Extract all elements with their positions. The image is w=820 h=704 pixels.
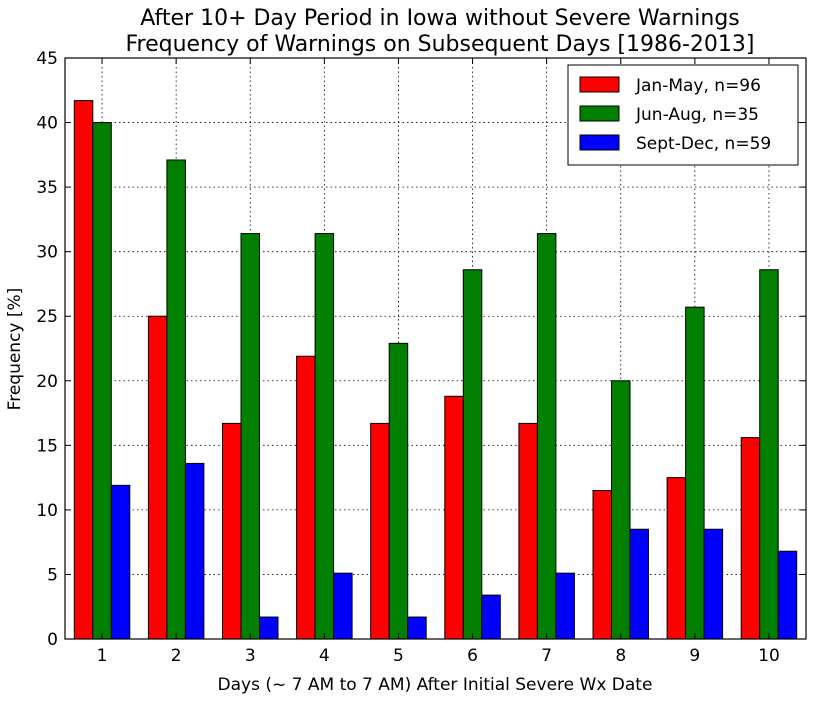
bar-series-3-day-1 — [110, 484, 131, 640]
bar-series-2-day-5 — [388, 342, 409, 640]
legend: Jan-May, n=96 Jun-Aug, n=35 Sept-Dec, n=59 — [567, 64, 799, 166]
x-tick-labels: 1 2 3 4 5 6 7 8 9 10 — [97, 646, 780, 666]
legend-label-series-3: Sept-Dec, n=59 — [636, 134, 771, 154]
bar-series-2-day-8 — [611, 380, 631, 640]
plot-frame — [64, 57, 807, 640]
bar-series-3-day-9 — [703, 528, 724, 640]
x-tick-label: 5 — [393, 646, 404, 666]
legend-label-series-1: Jan-May, n=96 — [635, 76, 761, 96]
bar-series-2-day-10 — [759, 269, 779, 640]
bar-series-3-day-8 — [629, 528, 649, 640]
y-tick-label: 30 — [36, 243, 58, 263]
bars — [73, 100, 798, 640]
bar-series-1-day-5 — [370, 422, 390, 640]
bar-series-3-day-4 — [333, 572, 353, 640]
axis-ticks — [65, 57, 806, 640]
legend-label-series-2: Jun-Aug, n=35 — [635, 105, 759, 125]
bar-series-1-day-8 — [592, 490, 612, 640]
bar-series-2-day-2 — [166, 159, 186, 640]
bar-series-1-day-4 — [296, 355, 316, 640]
chart-title-line-2: Frequency of Warnings on Subsequent Days… — [126, 32, 755, 57]
bar-series-1-day-6 — [444, 395, 464, 640]
y-tick-label: 45 — [36, 49, 58, 69]
bar-series-3-day-2 — [184, 462, 205, 640]
legend-swatch-series-1 — [579, 76, 620, 93]
y-axis-label: Frequency [%] — [5, 288, 25, 411]
legend-swatch-series-2 — [579, 105, 620, 122]
x-tick-label: 4 — [319, 646, 330, 666]
x-tick-label: 9 — [689, 646, 700, 666]
chart-title-line-1: After 10+ Day Period in Iowa without Sev… — [140, 6, 740, 31]
bar-series-1-day-7 — [518, 422, 538, 640]
chart-title: After 10+ Day Period in Iowa without Sev… — [126, 6, 755, 57]
bar-series-2-day-6 — [462, 269, 483, 640]
y-tick-label: 15 — [36, 436, 58, 456]
bar-series-1-day-2 — [147, 315, 168, 640]
y-tick-label: 20 — [36, 372, 58, 392]
bar-series-1-day-1 — [73, 100, 94, 640]
bar-series-2-day-3 — [240, 233, 260, 640]
x-tick-label: 2 — [171, 646, 182, 666]
bar-series-3-day-5 — [407, 616, 427, 640]
bar-series-3-day-3 — [259, 616, 279, 640]
y-tick-label: 35 — [36, 178, 58, 198]
bar-series-3-day-10 — [777, 550, 798, 640]
y-tick-label: 40 — [36, 114, 58, 134]
bar-series-2-day-4 — [314, 233, 335, 640]
series-2-bars — [92, 122, 779, 640]
x-tick-label: 8 — [615, 646, 626, 666]
bar-series-1-day-3 — [222, 422, 242, 640]
x-tick-label: 6 — [467, 646, 478, 666]
bar-series-3-day-7 — [555, 572, 575, 640]
bar-series-2-day-1 — [92, 122, 112, 640]
bar-series-1-day-10 — [740, 437, 761, 640]
bar-series-3-day-6 — [481, 594, 501, 640]
x-tick-label: 1 — [97, 646, 108, 666]
bar-series-2-day-9 — [685, 306, 705, 640]
x-tick-label: 7 — [541, 646, 552, 666]
y-tick-label: 10 — [36, 501, 58, 521]
x-tick-label: 10 — [758, 646, 780, 666]
bar-series-1-day-9 — [666, 477, 687, 640]
y-tick-label: 5 — [47, 565, 58, 585]
y-tick-label: 25 — [36, 307, 58, 327]
x-axis-label: Days (~ 7 AM to 7 AM) After Initial Seve… — [218, 675, 653, 695]
x-tick-label: 3 — [245, 646, 256, 666]
legend-swatch-series-3 — [579, 134, 620, 151]
y-tick-label: 0 — [47, 630, 58, 650]
y-tick-labels: 0 5 10 15 20 25 30 35 40 45 — [36, 49, 58, 650]
bar-series-2-day-7 — [536, 233, 557, 640]
